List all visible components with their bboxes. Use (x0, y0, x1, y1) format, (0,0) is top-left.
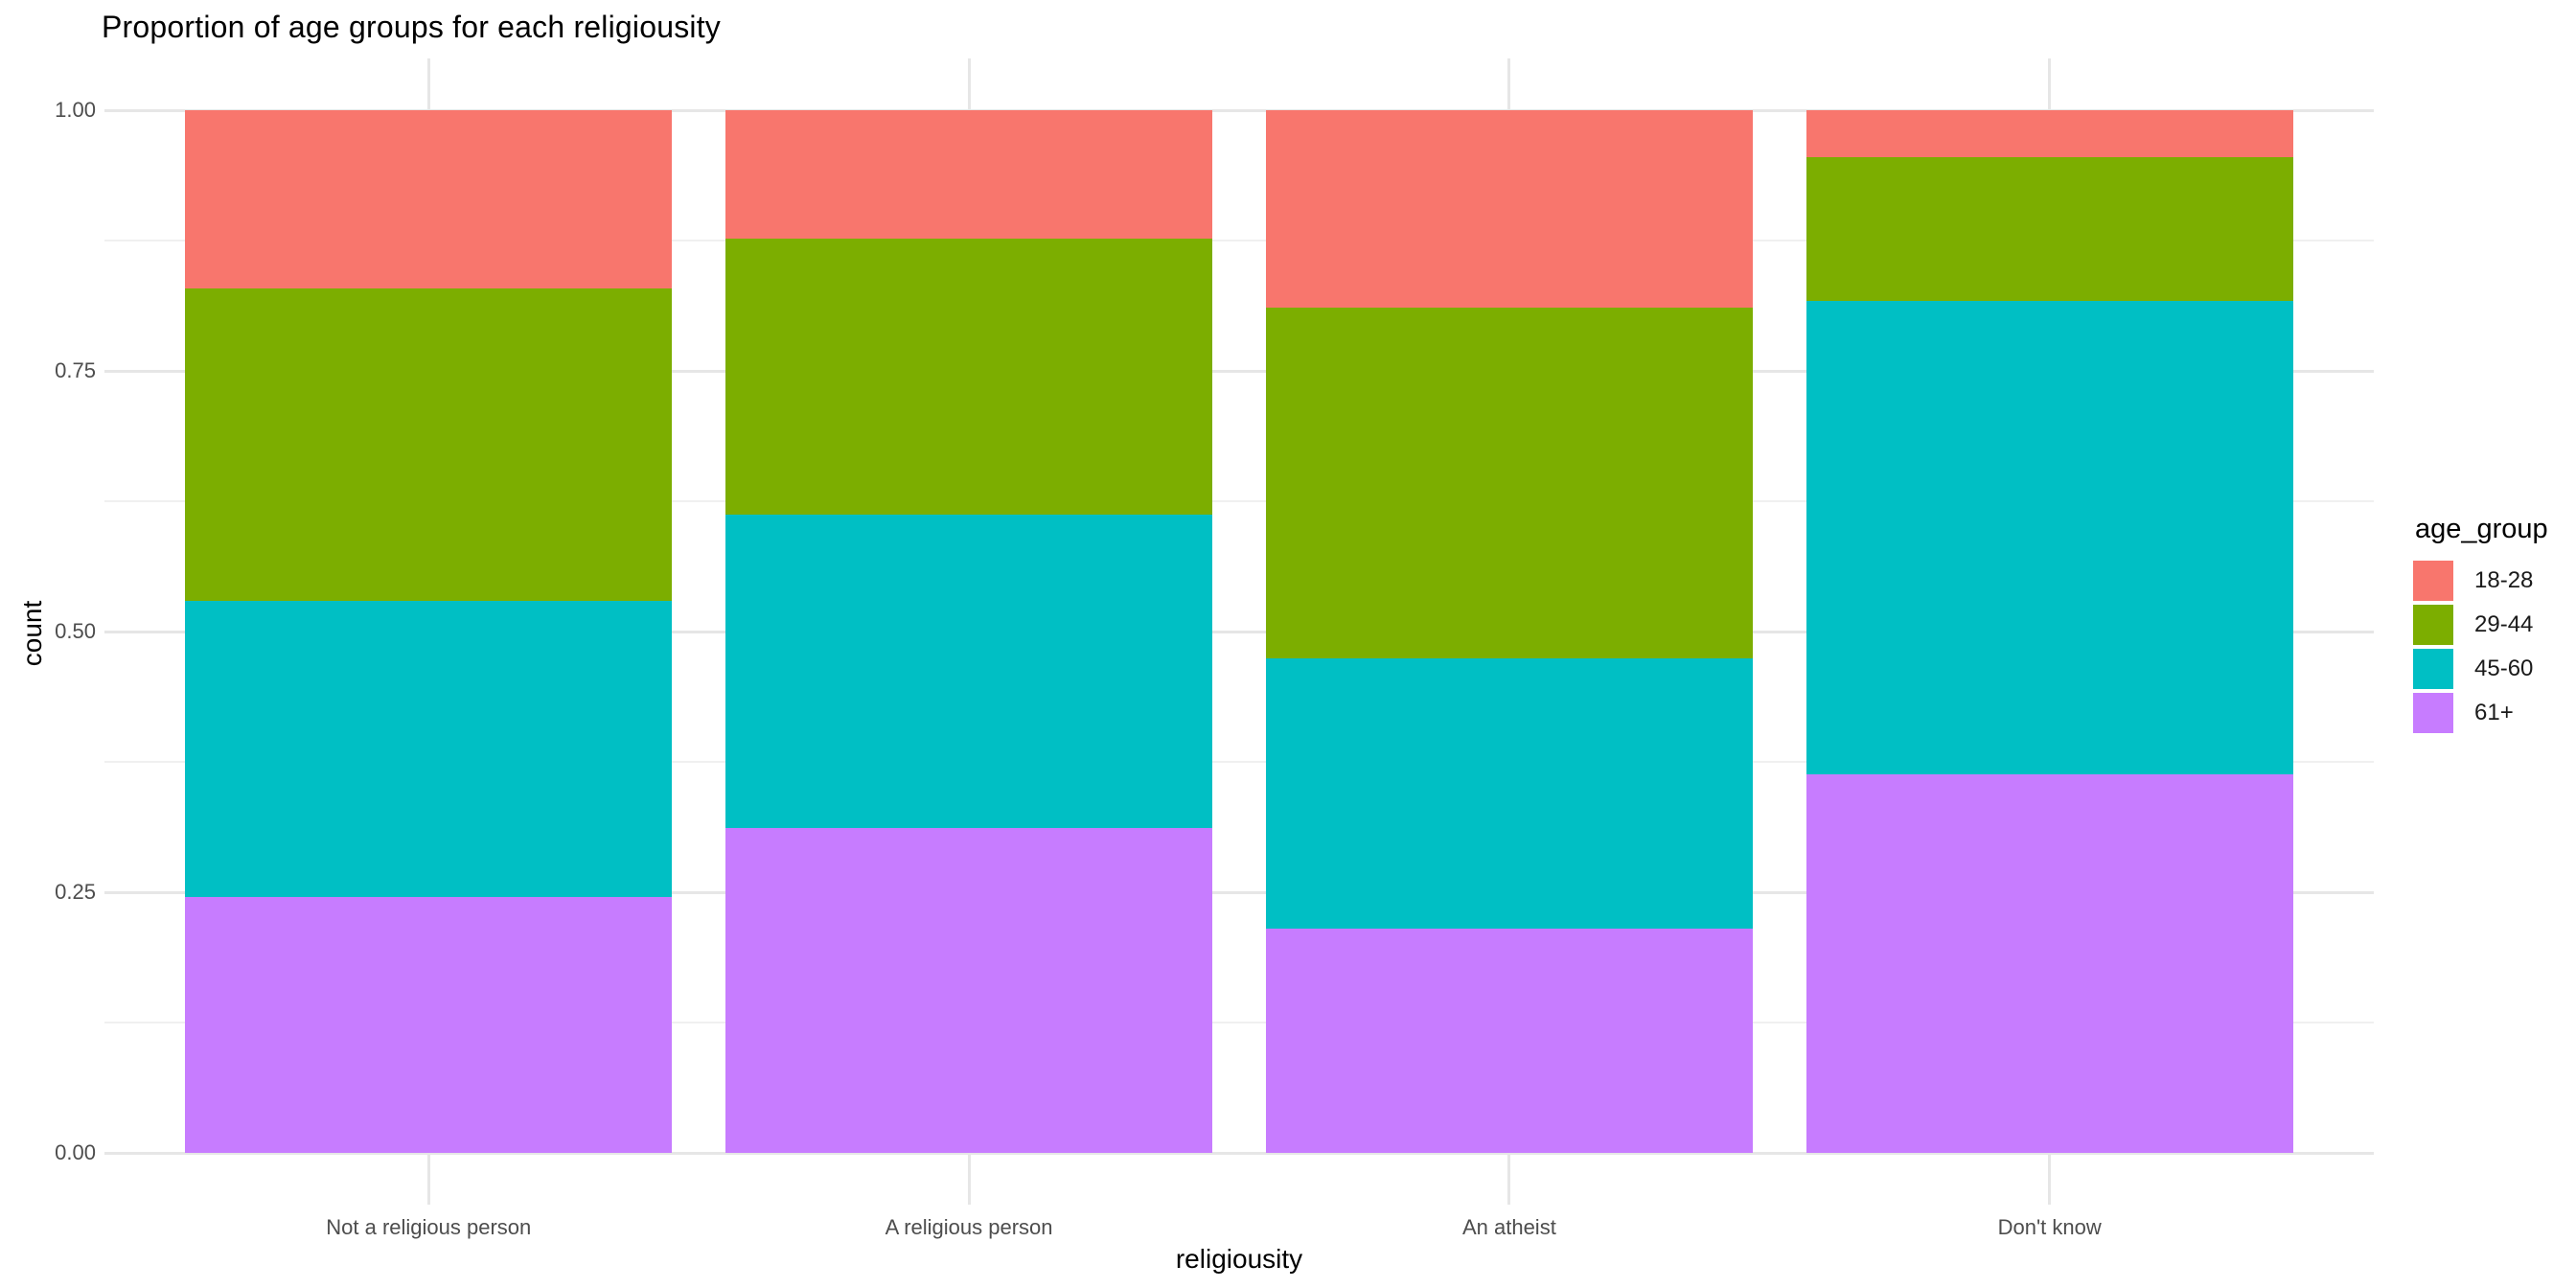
gridline-y-major (104, 369, 2374, 373)
legend-item-label: 18-28 (2474, 567, 2534, 593)
legend-swatch (2413, 649, 2453, 689)
gridline-y-major (104, 890, 2374, 894)
legend-title: age_group (2415, 514, 2548, 544)
gridline-y-major (104, 108, 2374, 112)
x-tick-label: Don't know (1997, 1215, 2102, 1239)
y-tick-label: 0.00 (55, 1140, 96, 1164)
gridline-y-minor (104, 761, 2374, 763)
bar-segment (1806, 301, 2293, 775)
legend: age_group 18-28 29-44 45-60 61+ (2413, 514, 2548, 737)
plot-panel (104, 58, 2374, 1205)
bar-segment (1265, 929, 1753, 1153)
bar-segment (725, 110, 1213, 239)
legend-items: 18-28 29-44 45-60 61+ (2413, 561, 2548, 733)
gridline-y-major (104, 1151, 2374, 1155)
y-axis-title: count (17, 600, 47, 667)
bar-segment (725, 515, 1213, 828)
gridline-y-minor (104, 1022, 2374, 1024)
x-tick-label: Not a religious person (326, 1215, 532, 1239)
legend-swatch (2413, 693, 2453, 733)
y-tick-label: 0.25 (55, 880, 96, 904)
bar-segment (725, 827, 1213, 1153)
bar-segment (185, 897, 673, 1153)
legend-item-label: 61+ (2474, 700, 2514, 725)
bar-segment (1806, 156, 2293, 302)
bar-segment (1806, 774, 2293, 1153)
legend-item: 29-44 (2413, 605, 2548, 645)
bar-segment (185, 288, 673, 602)
x-tick-label: A religious person (885, 1215, 1053, 1239)
bar-segment (1806, 110, 2293, 157)
bar-segment (1265, 110, 1753, 308)
x-tick-label: An atheist (1461, 1215, 1556, 1239)
legend-swatch (2413, 605, 2453, 645)
gridline-y-minor (104, 240, 2374, 242)
bar-segment (185, 601, 673, 898)
y-tick-label: 0.75 (55, 358, 96, 382)
legend-swatch (2413, 561, 2453, 601)
bar-segment (185, 110, 673, 289)
y-tick-label: 1.00 (55, 98, 96, 122)
legend-item: 61+ (2413, 693, 2548, 733)
bar-segment (1265, 307, 1753, 659)
bar-segment (1265, 658, 1753, 930)
legend-item-label: 45-60 (2474, 656, 2534, 681)
gridline-y-minor (104, 500, 2374, 502)
legend-item: 45-60 (2413, 649, 2548, 689)
y-tick-label: 0.50 (55, 619, 96, 643)
legend-item-label: 29-44 (2474, 611, 2534, 637)
gridline-y-major (104, 630, 2374, 633)
chart-title: Proportion of age groups for each religi… (102, 10, 722, 44)
x-axis-title: religiousity (1175, 1244, 1303, 1274)
legend-item: 18-28 (2413, 561, 2548, 601)
bar-segment (725, 238, 1213, 516)
